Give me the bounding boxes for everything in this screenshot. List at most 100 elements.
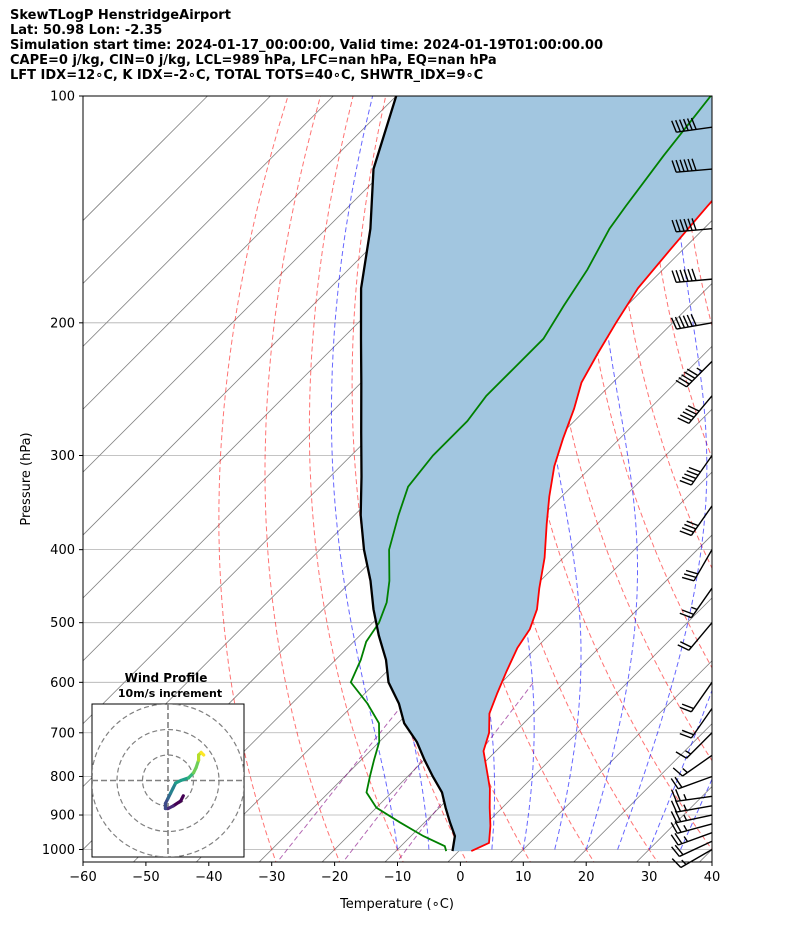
y-tick-label: 700 [50,726,75,741]
moist-adiabat-line [680,778,712,850]
barb-flag [675,159,681,173]
y-tick-label: 900 [50,809,75,824]
barb-flag [679,269,685,282]
barb-flag [670,800,678,813]
barb-flag [681,609,694,616]
isotherm-line [698,848,712,862]
barb-flag [678,316,686,328]
barb-flag [686,368,699,377]
barb-flag [684,523,697,530]
barb-flag [686,470,699,476]
wind-barb [679,681,713,713]
x-tick-label: 20 [578,870,595,885]
chart-title: SkewTLogP HenstridgeAirport [10,8,231,23]
barb-flag [682,411,695,418]
barb-half-flag [683,814,688,821]
barb-flag [682,118,689,131]
barb-flag [685,569,699,575]
barb-flag [671,270,677,283]
mixing-ratio-line [276,681,421,862]
barb-flag [687,405,700,412]
wind-barb [670,775,713,790]
dewpoint-line [349,96,712,852]
barb-shaft [676,126,713,133]
barb-flag [674,821,682,833]
barb-flag [679,219,685,232]
barb-flag [675,219,681,232]
barb-flag [687,218,693,231]
barb-flag [681,374,693,382]
barb-flag [675,119,681,132]
wind-barb [681,549,713,582]
chart-header: SkewTLogP HenstridgeAirport Lat: 50.98 L… [10,8,603,83]
wind-barbs [670,117,713,869]
dry-adiabat-line [218,96,289,862]
barb-shaft [677,832,713,846]
wind-barb [677,622,713,651]
barb-half-flag [683,804,688,811]
barb-shaft [676,278,713,283]
barb-flag [672,767,683,777]
x-tick-label: −40 [195,870,222,885]
mixing-ratio-line [342,681,483,862]
barb-half-flag [681,859,687,865]
barb-flag [675,789,681,802]
barb-flag [671,858,682,868]
barb-shaft [686,360,713,388]
wind-barb [670,799,713,813]
isotherm-line [83,96,397,410]
y-tick-label: 800 [50,770,75,785]
wind-barb [670,832,713,846]
barb-shaft [676,814,713,824]
wind-barb [670,821,713,834]
wind-barb [677,395,713,425]
dry-adiabat-line [711,96,712,110]
barb-flag [690,117,697,130]
barb-shaft [676,227,713,233]
barb-flag [685,408,697,415]
wind-barb [679,708,713,739]
wind-barb [670,314,713,330]
barb-flag [690,314,697,326]
wind-barb [679,505,713,537]
x-tick-label: −10 [384,870,411,885]
x-tick-label: 10 [515,870,532,885]
barb-flag [680,414,692,421]
barb-flag [681,703,694,710]
isotherm-line [510,660,712,862]
barb-flag [683,573,697,579]
wind-barb [670,810,713,824]
wind-barb [675,360,713,388]
barb-shaft [679,840,713,858]
barb-shaft [677,775,713,790]
barb-half-flag [683,836,689,842]
barb-flag [686,118,693,131]
barb-flag [670,822,678,834]
x-tick-label: −60 [69,870,96,885]
y-tick-label: 300 [50,449,75,464]
x-tick-label: −50 [132,870,159,885]
wind-barb [671,158,713,173]
barb-flag [681,729,694,736]
plot-area [83,96,794,866]
barb-flag [683,218,689,232]
y-tick-label: 500 [50,616,75,631]
dry-adiabat-line [744,96,794,866]
barb-flag [678,119,685,132]
y-tick-label: 100 [50,90,75,105]
barb-flag [671,846,680,857]
barb-shaft [693,549,713,582]
barb-flag [671,219,677,233]
barb-flag [687,268,693,282]
parcel-profile-line [359,96,457,852]
barb-flag [679,479,692,486]
stability-indices-2: LFT IDX=12∘C, K IDX=-2∘C, TOTAL TOTS=40∘… [10,68,484,83]
barb-flag [681,576,695,582]
barb-flag [671,120,677,133]
barb-flag [670,834,679,846]
y-tick-label: 200 [50,316,75,331]
barb-flag [675,751,687,759]
barb-flag [677,417,690,425]
isotherm-line [447,597,712,862]
moist-adiabat-line [648,688,712,850]
